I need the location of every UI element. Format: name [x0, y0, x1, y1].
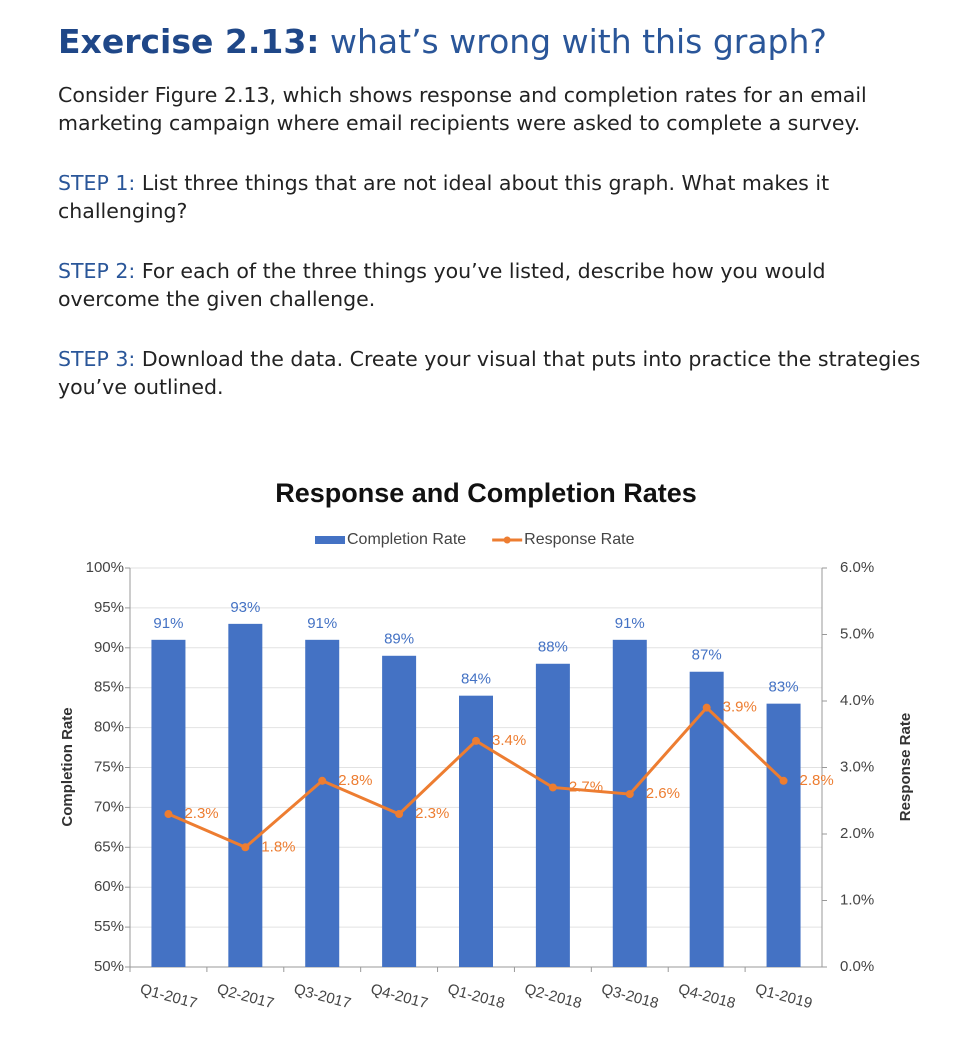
line-marker [779, 776, 788, 785]
step: STEP 1: List three things that are not i… [58, 169, 928, 225]
line-value-label: 2.8% [800, 772, 834, 789]
step-label: STEP 2: [58, 259, 136, 283]
bar [151, 639, 186, 967]
bar-value-label: 87% [692, 647, 722, 664]
y-tick-label: 90% [94, 639, 124, 656]
bar [459, 695, 493, 967]
line-value-label: 3.4% [492, 732, 526, 749]
x-tick-label: Q1-2018 [446, 981, 507, 1013]
line-value-label: 1.8% [261, 838, 295, 855]
heading: Exercise 2.13: what’s wrong with this gr… [58, 22, 928, 61]
line-value-label: 2.7% [569, 778, 603, 795]
line-marker [164, 810, 173, 819]
x-tick-label: Q4-2018 [676, 981, 737, 1013]
bar-value-label: 93% [230, 599, 260, 616]
x-tick-label: Q2-2018 [523, 981, 584, 1013]
bar [535, 663, 570, 967]
x-tick-label: Q1-2019 [753, 981, 814, 1013]
step-label: STEP 1: [58, 171, 136, 195]
bar-value-label: 91% [615, 615, 645, 632]
x-tick-label: Q4-2017 [369, 981, 430, 1013]
y-tick-label: 85% [94, 679, 124, 696]
bar-value-label: 88% [538, 639, 568, 656]
line-marker [472, 736, 480, 745]
x-tick-label: Q3-2017 [292, 981, 353, 1013]
bar-value-label: 89% [384, 631, 414, 648]
line-marker [318, 776, 327, 785]
step-label: STEP 3: [58, 347, 136, 371]
line-value-label: 2.3% [184, 805, 218, 822]
line-marker [625, 790, 634, 799]
document: Exercise 2.13: what’s wrong with this gr… [58, 22, 928, 433]
y2-tick-label: 6.0% [840, 559, 874, 576]
bar [689, 671, 724, 967]
bar [766, 703, 801, 967]
chart-title: Response and Completion Rates [275, 478, 697, 508]
y2-axis-label: Response Rate [897, 713, 914, 821]
line-marker [241, 843, 250, 852]
line-value-label: 2.3% [415, 805, 449, 822]
legend-swatch-marker [503, 536, 511, 544]
x-tick-label: Q1-2017 [138, 981, 199, 1013]
bar-value-label: 91% [307, 615, 337, 632]
step-text: List three things that are not ideal abo… [58, 171, 830, 223]
y-tick-label: 80% [94, 719, 124, 736]
legend-label: Response Rate [524, 531, 634, 548]
y-tick-label: 70% [94, 798, 124, 815]
step-text: For each of the three things you’ve list… [58, 259, 826, 311]
y-tick-label: 75% [94, 758, 124, 775]
x-tick-label: Q3-2018 [600, 981, 661, 1013]
y-tick-label: 65% [94, 838, 124, 855]
bar-value-label: 91% [153, 615, 183, 632]
y-tick-label: 50% [94, 958, 124, 975]
legend-label: Completion Rate [347, 531, 466, 548]
y-tick-label: 95% [94, 599, 124, 616]
bar [228, 623, 263, 967]
y2-tick-label: 0.0% [840, 958, 874, 975]
line-value-label: 2.6% [646, 785, 680, 802]
y-tick-label: 55% [94, 918, 124, 935]
step: STEP 2: For each of the three things you… [58, 257, 928, 313]
y2-tick-label: 1.0% [840, 891, 874, 908]
y-axis-label: Completion Rate [59, 707, 76, 826]
y2-tick-label: 5.0% [840, 625, 874, 642]
step-text: Download the data. Create your visual th… [58, 347, 921, 399]
y-tick-label: 100% [86, 559, 124, 576]
bar-value-label: 83% [769, 679, 799, 696]
legend-swatch [315, 536, 345, 544]
line-marker [395, 810, 404, 819]
title-prefix: Exercise 2.13: [58, 22, 320, 61]
intro: Consider Figure 2.13, which shows respon… [58, 83, 867, 135]
bar [305, 639, 340, 967]
x-tick-label: Q2-2017 [215, 981, 276, 1013]
y2-tick-label: 3.0% [840, 758, 874, 775]
line-value-label: 2.8% [338, 772, 372, 789]
step: STEP 3: Download the data. Create your v… [58, 345, 928, 401]
chart: Response and Completion Rates Completion… [59, 478, 914, 1013]
line-marker [548, 783, 557, 792]
bar [612, 639, 647, 967]
y2-tick-label: 4.0% [840, 692, 874, 709]
bar-value-label: 84% [461, 671, 491, 688]
y-tick-label: 60% [94, 878, 124, 895]
title-rest: what’s wrong with this graph? [330, 22, 827, 61]
line-marker [702, 703, 711, 712]
y2-tick-label: 2.0% [840, 825, 874, 842]
line-value-label: 3.9% [723, 699, 757, 716]
